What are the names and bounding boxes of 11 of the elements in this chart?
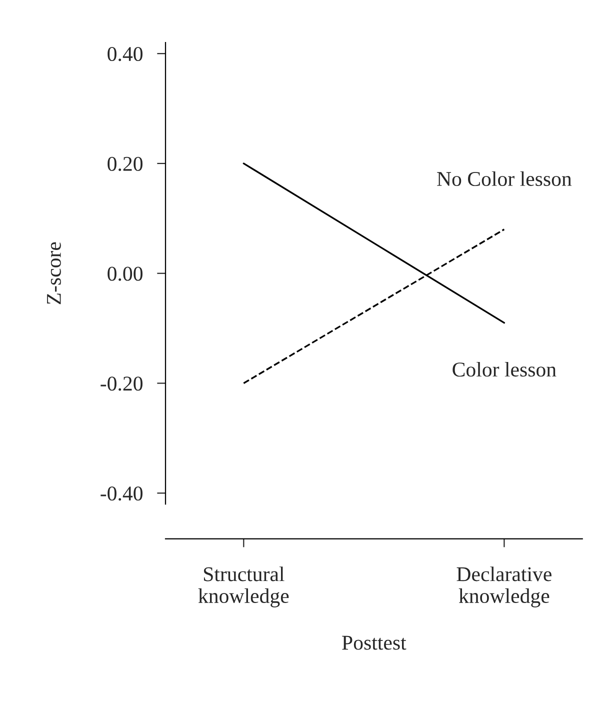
text: Color lesson: [452, 362, 556, 377]
y-tick-label: 0.00: [108, 266, 142, 281]
y-tick-label: 0.40: [108, 46, 142, 62]
y-tick-label: -0.40: [100, 486, 142, 501]
text: No Color lesson: [437, 171, 572, 186]
y-axis-title: Z-score: [47, 242, 61, 304]
x-tick-label: Structural knowledge: [198, 566, 289, 608]
y-tick-label: 0.20: [108, 156, 142, 171]
y-tick-label: -0.20: [100, 376, 142, 391]
x-axis-title: Posttest: [342, 636, 406, 650]
x-tick-label: Declarative knowledge: [456, 566, 552, 608]
